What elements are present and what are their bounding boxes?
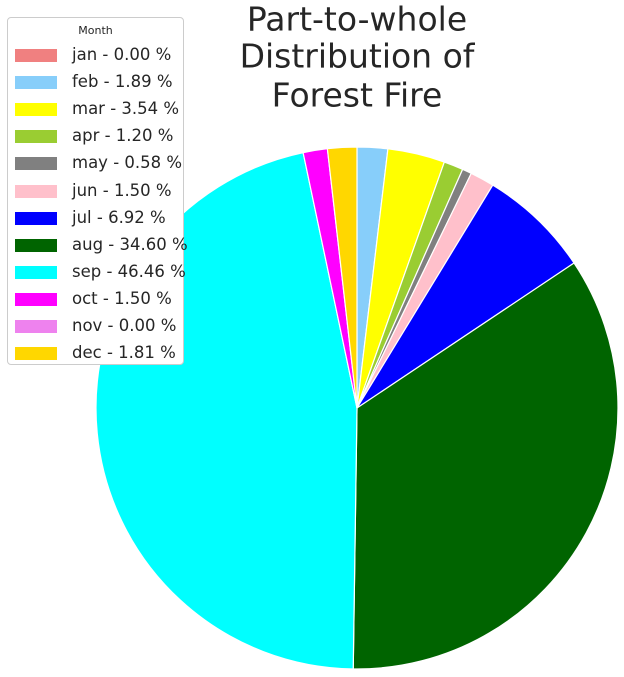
legend-swatch-nov xyxy=(15,320,57,333)
legend-label-jan: jan - 0.00 % xyxy=(72,45,172,64)
legend-item-oct: oct - 1.50 % xyxy=(15,289,183,309)
pie-slice-jul xyxy=(356,184,575,409)
legend-item-dec: dec - 1.81 % xyxy=(15,343,183,363)
legend-label-dec: dec - 1.81 % xyxy=(72,343,176,363)
legend-label-jul: jul - 6.92 % xyxy=(72,207,166,227)
legend-label-sep: sep - 46.46 % xyxy=(72,261,186,281)
legend-swatch-sep xyxy=(15,265,57,279)
legend-label-aug: aug - 34.60 % xyxy=(72,234,188,254)
legend-swatch-may xyxy=(15,157,57,171)
legend-item-nov: nov - 0.00 % xyxy=(15,316,183,336)
pie-slices xyxy=(95,146,619,670)
legend-label-nov: nov - 0.00 % xyxy=(72,316,177,335)
legend-item-jun: jun - 1.50 % xyxy=(15,181,183,201)
legend-item-sep: sep - 46.46 % xyxy=(15,261,186,282)
legend-swatch-apr xyxy=(15,130,57,144)
pie-slice-dec xyxy=(326,146,358,409)
legend-label-oct: oct - 1.50 % xyxy=(72,288,172,308)
chart-title: Part-to-whole Distribution of Forest Fir… xyxy=(240,0,476,115)
legend-item-feb: feb - 1.89 % xyxy=(15,72,183,92)
legend-item-jan: jan - 0.00 % xyxy=(15,45,183,65)
legend-item-jul: jul - 6.92 % xyxy=(15,208,183,228)
legend-item-may: may - 0.58 % xyxy=(15,153,183,173)
legend-swatch-mar xyxy=(15,103,57,117)
chart-title-line-1: Part-to-whole xyxy=(247,0,467,39)
chart-title-line-2: Distribution of xyxy=(240,37,476,76)
legend-label-may: may - 0.58 % xyxy=(72,153,183,173)
legend-swatch-jul xyxy=(15,211,57,225)
legend-swatch-oct xyxy=(15,292,57,306)
legend-label-jun: jun - 1.50 % xyxy=(72,180,172,200)
legend-item-apr: apr - 1.20 % xyxy=(15,126,183,146)
legend: Month jan - 0.00 % feb - 1.89 % mar - 3.54… xyxy=(7,17,188,365)
legend-title: Month xyxy=(78,24,113,37)
pie-slice-aug xyxy=(352,262,619,670)
legend-label-feb: feb - 1.89 % xyxy=(72,72,173,92)
legend-swatch-jan xyxy=(15,49,57,62)
legend-swatch-feb xyxy=(15,76,57,90)
chart-title-line-3: Forest Fire xyxy=(272,76,443,115)
legend-swatch-jun xyxy=(15,184,57,198)
legend-swatch-aug xyxy=(15,238,57,252)
legend-swatch-dec xyxy=(15,347,57,361)
legend-label-apr: apr - 1.20 % xyxy=(72,126,174,146)
legend-item-aug: aug - 34.60 % xyxy=(15,235,188,255)
legend-label-mar: mar - 3.54 % xyxy=(72,99,180,119)
legend-item-mar: mar - 3.54 % xyxy=(15,99,183,119)
